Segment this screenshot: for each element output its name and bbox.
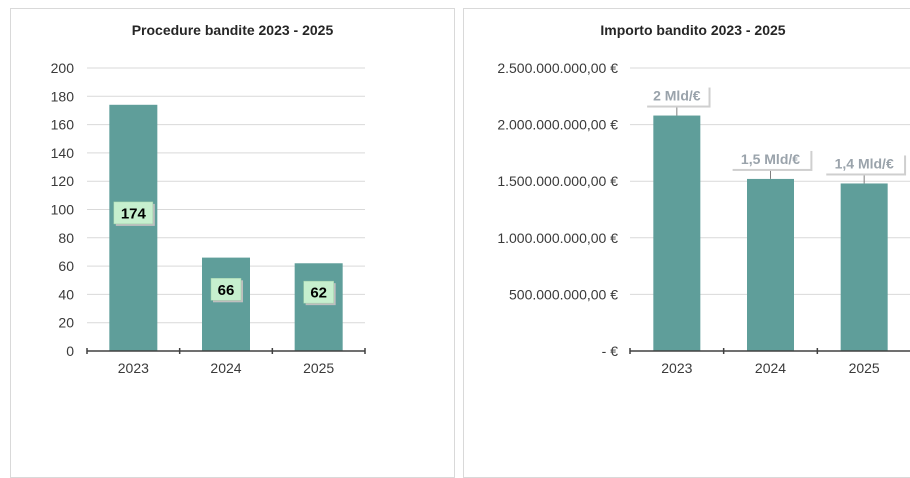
y-tick-label: 140 <box>51 145 75 161</box>
x-tick-label: 2024 <box>755 360 786 376</box>
bar <box>109 104 158 351</box>
y-tick-label: 0 <box>66 343 74 359</box>
x-tick-label: 2023 <box>661 360 692 376</box>
chart-title: Importo bandito 2023 - 2025 <box>600 22 786 38</box>
data-label: 2 Mld/€ <box>653 88 701 104</box>
data-label: 1,4 Mld/€ <box>835 155 894 171</box>
y-tick-label: 120 <box>51 173 75 189</box>
y-tick-label: 2.500.000.000,00 € <box>497 60 618 76</box>
y-tick-label: 60 <box>58 258 74 274</box>
y-tick-label: 80 <box>58 230 74 246</box>
data-label-box <box>730 148 811 169</box>
data-label: 1,5 Mld/€ <box>741 151 800 167</box>
chart-panel-importo: Importo bandito 2023 - 2025 - € 500.000.0… <box>463 8 910 478</box>
data-label-box <box>210 278 242 301</box>
bar <box>202 257 250 351</box>
x-tick-label: 2025 <box>849 360 880 376</box>
data-label: 174 <box>121 205 147 222</box>
y-tick-label: 160 <box>51 117 75 133</box>
y-tick-label: 100 <box>51 202 75 218</box>
data-label-box <box>824 153 905 174</box>
chart-procedure-bandite: 0 20 40 60 80 100 120 140 160 180 200 2023 2024 2025 1… <box>51 60 366 376</box>
chart-panel-procedure: Procedure bandite 2023 - 2025 0 20 40 60 80 1… <box>10 8 455 478</box>
bar <box>747 178 794 351</box>
data-label-box <box>645 85 709 106</box>
y-tick-label: 1.000.000.000,00 € <box>497 230 618 246</box>
bar <box>840 183 888 351</box>
chart-importo-bandito: - € 500.000.000,00 € 1.000.000.000,00 € 1.5… <box>497 60 910 376</box>
y-tick-label: 180 <box>51 88 75 104</box>
x-tick-label: 2024 <box>210 360 241 376</box>
y-tick-label: - € <box>602 343 619 359</box>
y-tick-label: 20 <box>58 315 74 331</box>
x-tick-label: 2025 <box>303 360 334 376</box>
y-tick-label: 40 <box>58 286 74 302</box>
data-label-box <box>113 201 154 225</box>
bar <box>653 115 701 351</box>
chart-title: Procedure bandite 2023 - 2025 <box>131 22 334 38</box>
y-tick-label: 2.000.000.000,00 € <box>497 117 618 133</box>
y-tick-label: 200 <box>51 60 75 76</box>
y-tick-label: 500.000.000,00 € <box>509 286 618 302</box>
x-tick-label: 2023 <box>118 360 149 376</box>
data-label-box <box>303 280 334 304</box>
data-label: 62 <box>310 285 327 302</box>
y-tick-label: 1.500.000.000,00 € <box>497 173 618 189</box>
bar <box>294 263 343 351</box>
data-label: 66 <box>218 282 235 299</box>
